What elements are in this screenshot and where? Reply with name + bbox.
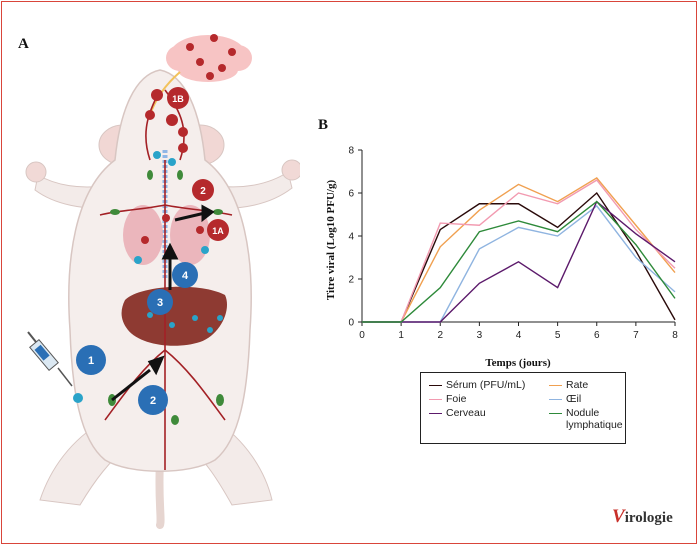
marker-2-red: 2: [192, 179, 214, 201]
virologie-logo: Virologie: [612, 506, 673, 527]
chart-legend: Sérum (PFU/mL) Rate Foie Œil Cerveau Nodule l…: [420, 372, 626, 444]
y-tick-label: 0: [348, 318, 354, 329]
legend-swatch: [429, 399, 442, 400]
svg-text:4: 4: [182, 270, 189, 282]
y-axis-label: Titre viral (Log10 PFU/g): [325, 180, 337, 301]
marker-2-blue: 2: [138, 385, 168, 415]
marker-4: 4: [172, 262, 198, 288]
paw-left: [25, 161, 47, 183]
legend-item: Cerveau: [429, 407, 486, 419]
svg-text:2: 2: [150, 395, 156, 407]
legend-label: Foie: [446, 393, 467, 405]
svg-text:2: 2: [200, 186, 206, 197]
legend-item: Nodule lymphatique: [549, 407, 623, 431]
brain-cloud: [166, 34, 252, 82]
series-line: [362, 200, 676, 323]
lymph-nodes: [108, 170, 224, 425]
legend-swatch: [429, 385, 442, 386]
panel-label-b: B: [318, 117, 329, 133]
y-tick-label: 4: [348, 232, 354, 243]
mouse-body: [68, 69, 252, 472]
series-line: [362, 200, 676, 323]
x-tick-label: 0: [359, 330, 365, 341]
legend-item: Rate: [549, 379, 588, 391]
spread-arrows: [111, 204, 215, 402]
svg-text:3: 3: [157, 297, 163, 309]
x-tick-label: 5: [555, 330, 561, 341]
legend-item: Foie: [429, 393, 466, 405]
series-line: [362, 191, 676, 323]
marker-3: 3: [147, 289, 173, 315]
y-tick-label: 8: [348, 146, 354, 157]
legend-swatch: [549, 385, 562, 386]
series-line: [362, 179, 676, 323]
x-tick-label: 1: [398, 330, 404, 341]
legend-swatch: [549, 399, 562, 400]
svg-text:1B: 1B: [172, 94, 184, 104]
syringe-icon: [27, 331, 73, 387]
marker-1-blue: 1: [76, 345, 106, 375]
lung-left: [123, 205, 163, 265]
legend-label: Nodule lymphatique: [566, 407, 623, 431]
x-tick-label: 6: [594, 330, 600, 341]
y-tick-label: 2: [348, 275, 354, 286]
paw-right: [281, 159, 300, 181]
mouse-diagram: 1B 2 1A 4 3 1 2: [25, 34, 300, 529]
marker-1b: 1B: [167, 87, 189, 109]
legend-label: Rate: [566, 379, 589, 391]
legend-item: Sérum (PFU/mL): [429, 379, 525, 391]
x-tick-label: 3: [477, 330, 483, 341]
chart-series: [362, 177, 676, 323]
svg-text:1A: 1A: [212, 226, 224, 236]
marker-1a: 1A: [207, 219, 229, 241]
x-tick-label: 8: [672, 330, 678, 341]
red-virus-particles: [141, 89, 204, 244]
legend-label: Œil: [566, 393, 582, 405]
x-tick-label: 7: [633, 330, 639, 341]
series-line: [362, 177, 676, 323]
legend-swatch: [429, 413, 442, 414]
x-axis-label: Temps (jours): [485, 357, 551, 369]
y-tick-label: 6: [348, 189, 354, 200]
legend-label: Cerveau: [446, 407, 486, 419]
x-tick-label: 2: [437, 330, 443, 341]
legend-label: Sérum (PFU/mL): [446, 379, 526, 391]
chart-ticks: 0 1 2 3 4 5 6 7 8 0 2 4 6 8: [348, 146, 678, 342]
legend-item: Œil: [549, 393, 581, 405]
svg-text:1: 1: [88, 355, 94, 367]
x-tick-label: 4: [516, 330, 522, 341]
legend-swatch: [549, 413, 562, 414]
blue-virus-particles: [73, 151, 223, 403]
panel-label-a: A: [18, 36, 29, 52]
viral-titre-chart: 0 1 2 3 4 5 6 7 8 0 2 4 6 8 Temps (jours) Titre viral…: [325, 146, 678, 370]
